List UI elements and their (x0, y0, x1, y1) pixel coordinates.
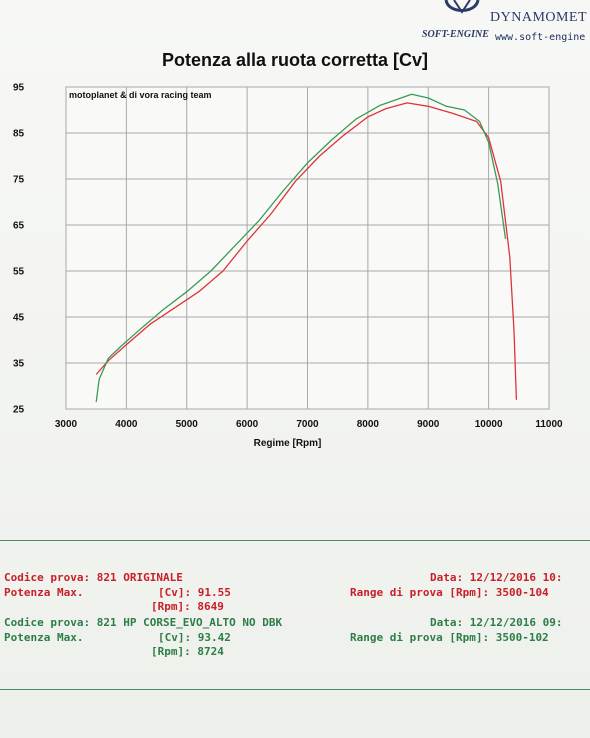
test2-rpm-label: [Rpm]: (151, 645, 191, 658)
horseshoe-logo-icon (444, 0, 480, 14)
x-tick-label: 6000 (236, 419, 259, 430)
test2-code-value: 821 HP CORSE_EVO_ALTO NO DBK (96, 616, 283, 629)
x-tick-label: 3000 (55, 419, 78, 430)
test1-cv-label: [Cv]: (158, 586, 192, 599)
test1-date-label: Data: (430, 571, 464, 584)
y-tick-label: 65 (13, 221, 25, 232)
test2-code-row: Codice prova: 821 HP CORSE_EVO_ALTO NO D… (4, 616, 282, 629)
test1-range-row: Range di prova [Rpm]: 3500-104 (350, 586, 549, 599)
test2-cv-label: [Cv]: (158, 631, 192, 644)
brand-header: DYNAMOMET SOFT-ENGINE www.soft-engine (420, 0, 590, 48)
test2-range-label: Range di prova [Rpm]: (350, 631, 490, 644)
y-tick-label: 45 (13, 313, 25, 324)
test2-range-row: Range di prova [Rpm]: 3500-102 (350, 631, 549, 644)
test2-date-row: Data: 12/12/2016 09: (430, 616, 562, 629)
test1-rpm-row: [Rpm]: 8649 (151, 600, 224, 613)
test1-code-value: 821 ORIGINALE (96, 571, 183, 584)
test2-cv-row: [Cv]: 93.42 (158, 631, 231, 644)
y-tick-label: 85 (13, 129, 25, 140)
test2-rpm-row: [Rpm]: 8724 (151, 645, 224, 658)
power-chart: 3000 4000 5000 6000 7000 8000 9000 10000 11000 95… (13, 83, 563, 450)
test1-date-row: Data: 12/12/2016 10: (430, 571, 562, 584)
test2-rpm-value: 8724 (197, 645, 224, 658)
brand-name: DYNAMOMET (490, 10, 588, 25)
test1-cv-row: [Cv]: 91.55 (158, 586, 231, 599)
test2-code-label: Codice prova: (4, 616, 91, 629)
test1-code-label: Codice prova: (4, 571, 91, 584)
y-tick-label: 95 (13, 83, 25, 94)
brand-url: www.soft-engine (495, 32, 586, 43)
x-tick-label: 7000 (296, 419, 319, 430)
y-tick-label: 25 (13, 405, 25, 416)
x-tick-label: 10000 (475, 419, 503, 430)
results-panel: Codice prova: 821 ORIGINALE Data: 12/12/… (0, 540, 590, 690)
test1-cv-value: 91.55 (197, 586, 231, 599)
test1-power-label: Potenza Max. (4, 586, 84, 599)
series-line-green (95, 93, 507, 403)
test2-date-label: Data: (430, 616, 464, 629)
test2-cv-value: 93.42 (197, 631, 231, 644)
x-tick-label: 8000 (357, 419, 380, 430)
test1-rpm-label: [Rpm]: (151, 600, 191, 613)
x-tick-label: 9000 (417, 419, 440, 430)
series-line-red (95, 102, 518, 400)
test1-date-value: 12/12/2016 10: (469, 571, 563, 584)
test1-code-row: Codice prova: 821 ORIGINALE (4, 571, 183, 584)
x-tick-label: 11000 (535, 419, 563, 430)
x-tick-label: 5000 (176, 419, 199, 430)
x-axis-label: Regime [Rpm] (254, 438, 322, 449)
test2-range-value: 3500-102 (495, 631, 549, 644)
brand-logo-text: SOFT-ENGINE (422, 29, 489, 40)
test1-rpm-value: 8649 (197, 600, 224, 613)
y-tick-label: 35 (13, 359, 25, 370)
y-tick-label: 55 (13, 267, 25, 278)
test1-range-value: 3500-104 (495, 586, 549, 599)
x-tick-label: 4000 (115, 419, 138, 430)
chart-title: Potenza alla ruota corretta [Cv] (161, 50, 429, 70)
test2-date-value: 12/12/2016 09: (469, 616, 563, 629)
chart-annotation: motoplanet & di vora racing team (69, 90, 212, 100)
test1-range-label: Range di prova [Rpm]: (350, 586, 490, 599)
test2-power-label: Potenza Max. (4, 631, 84, 644)
y-tick-label: 75 (13, 175, 25, 186)
